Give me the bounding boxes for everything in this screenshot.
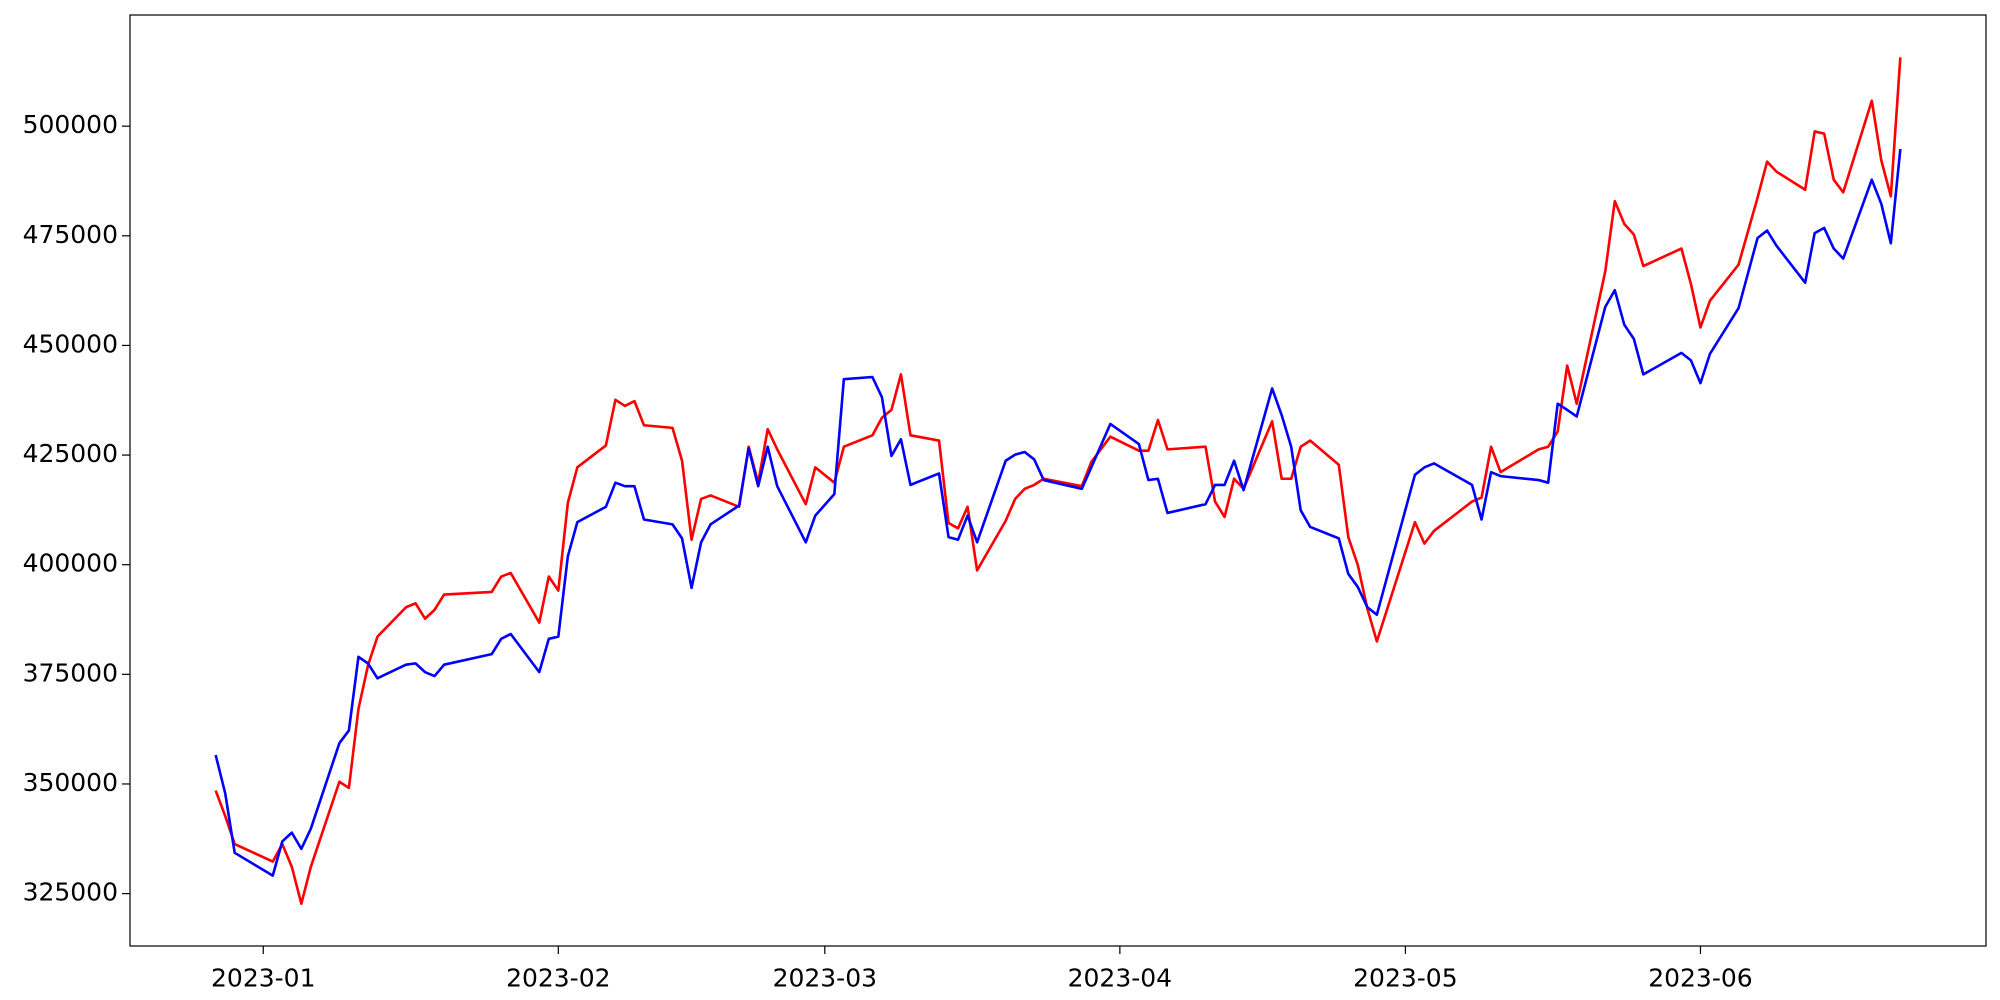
x-tick-label: 2023-06: [1648, 963, 1752, 992]
y-tick-label: 500000: [23, 110, 118, 139]
series-line: [214, 148, 1902, 877]
y-tick-label: 425000: [23, 439, 118, 468]
x-tick-label: 2023-03: [773, 963, 877, 992]
x-tick-label: 2023-04: [1068, 963, 1172, 992]
x-tick-label: 2023-02: [506, 963, 610, 992]
series-line: [214, 57, 1902, 905]
y-tick-label: 450000: [23, 329, 118, 358]
y-tick-label: 375000: [23, 658, 118, 687]
axes-frame: [129, 14, 1987, 947]
y-tick-label: 400000: [23, 549, 118, 578]
y-tick-label: 475000: [23, 220, 118, 249]
x-tick-label: 2023-01: [211, 963, 315, 992]
y-tick-label: 350000: [23, 768, 118, 797]
y-tick-label: 325000: [23, 878, 118, 907]
x-tick-label: 2023-05: [1353, 963, 1457, 992]
